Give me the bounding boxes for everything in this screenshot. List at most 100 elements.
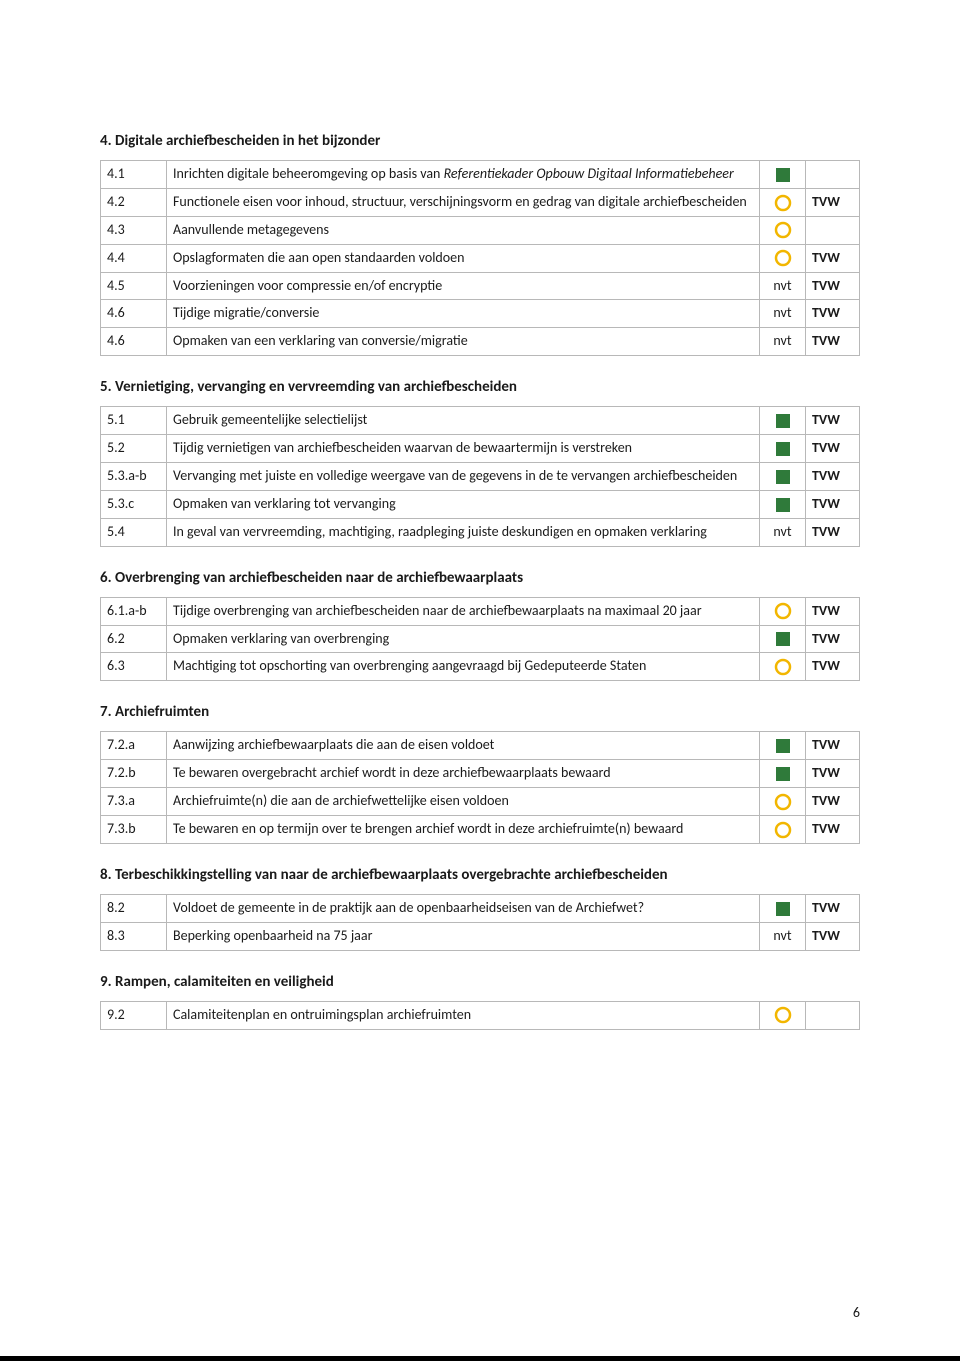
row-description: Tijdige overbrenging van archiefbescheid…: [167, 597, 760, 625]
status-green-square-icon: [775, 167, 791, 183]
row-description: Aanvullende metagegevens: [167, 216, 760, 244]
row-number: 4.4: [101, 244, 167, 272]
status-nvt-text: nvt: [773, 277, 791, 294]
table-row: 4.2Functionele eisen voor inhoud, struct…: [101, 188, 860, 216]
status-yellow-circle-icon: [774, 249, 792, 267]
table-row: 7.2.bTe bewaren overgebracht archief wor…: [101, 760, 860, 788]
audit-table: 8.2Voldoet de gemeente in de praktijk aa…: [100, 894, 860, 951]
row-label: TVW: [806, 435, 860, 463]
row-description: Functionele eisen voor inhoud, structuur…: [167, 188, 760, 216]
row-status: [760, 597, 806, 625]
status-green-square-icon: [775, 631, 791, 647]
row-label: TVW: [806, 788, 860, 816]
audit-table: 6.1.a-bTijdige overbrenging van archiefb…: [100, 597, 860, 682]
row-label: TVW: [806, 816, 860, 844]
row-status: [760, 1001, 806, 1029]
row-label: TVW: [806, 300, 860, 328]
section-title: 9. Rampen, calamiteiten en veiligheid: [100, 973, 860, 991]
table-row: 5.4In geval van vervreemding, machtiging…: [101, 518, 860, 546]
status-nvt-text: nvt: [773, 332, 791, 349]
status-green-square-icon: [775, 413, 791, 429]
row-label: TVW: [806, 922, 860, 950]
row-label: TVW: [806, 625, 860, 653]
row-label: TVW: [806, 188, 860, 216]
row-number: 5.3.a-b: [101, 463, 167, 491]
row-description: Te bewaren en op termijn over te brengen…: [167, 816, 760, 844]
row-status: nvt: [760, 300, 806, 328]
status-yellow-circle-icon: [774, 602, 792, 620]
row-status: [760, 435, 806, 463]
row-description: Inrichten digitale beheeromgeving op bas…: [167, 161, 760, 189]
table-row: 8.2Voldoet de gemeente in de praktijk aa…: [101, 894, 860, 922]
row-status: [760, 894, 806, 922]
row-label: [806, 216, 860, 244]
status-green-square-icon: [775, 441, 791, 457]
row-description: Gebruik gemeentelijke selectielijst: [167, 407, 760, 435]
row-label: TVW: [806, 463, 860, 491]
row-description: Tijdige migratie/conversie: [167, 300, 760, 328]
row-description: Archiefruimte(n) die aan de archiefwette…: [167, 788, 760, 816]
row-number: 7.2.b: [101, 760, 167, 788]
table-row: 5.2Tijdig vernietigen van archiefbeschei…: [101, 435, 860, 463]
section-title: 7. Archiefruimten: [100, 703, 860, 721]
row-label: TVW: [806, 407, 860, 435]
table-row: 4.4Opslagformaten die aan open standaard…: [101, 244, 860, 272]
row-status: [760, 788, 806, 816]
row-label: TVW: [806, 760, 860, 788]
status-green-square-icon: [775, 901, 791, 917]
status-yellow-circle-icon: [774, 793, 792, 811]
audit-table: 5.1Gebruik gemeentelijke selectielijst TV…: [100, 406, 860, 546]
row-status: [760, 407, 806, 435]
status-yellow-circle-icon: [774, 1006, 792, 1024]
row-number: 5.1: [101, 407, 167, 435]
status-yellow-circle-icon: [774, 658, 792, 676]
row-number: 6.3: [101, 653, 167, 681]
row-label: TVW: [806, 597, 860, 625]
table-row: 4.6Tijdige migratie/conversienvtTVW: [101, 300, 860, 328]
row-description: Voldoet de gemeente in de praktijk aan d…: [167, 894, 760, 922]
audit-table: 4.1Inrichten digitale beheeromgeving op …: [100, 160, 860, 356]
row-status: [760, 732, 806, 760]
row-description: Aanwijzing archiefbewaarplaats die aan d…: [167, 732, 760, 760]
audit-table: 9.2Calamiteitenplan en ontruimingsplan a…: [100, 1001, 860, 1030]
row-status: nvt: [760, 518, 806, 546]
table-row: 8.3Beperking openbaarheid na 75 jaarnvtT…: [101, 922, 860, 950]
row-number: 9.2: [101, 1001, 167, 1029]
section-title: 4. Digitale archiefbescheiden in het bij…: [100, 132, 860, 150]
row-status: [760, 760, 806, 788]
row-label: TVW: [806, 732, 860, 760]
row-number: 4.5: [101, 272, 167, 300]
row-number: 5.4: [101, 518, 167, 546]
sections-container: 4. Digitale archiefbescheiden in het bij…: [100, 132, 860, 1030]
row-number: 4.6: [101, 328, 167, 356]
status-yellow-circle-icon: [774, 821, 792, 839]
row-number: 7.2.a: [101, 732, 167, 760]
table-row: 5.3.cOpmaken van verklaring tot vervangi…: [101, 490, 860, 518]
row-description: Opmaken van verklaring tot vervanging: [167, 490, 760, 518]
row-status: nvt: [760, 328, 806, 356]
row-status: nvt: [760, 922, 806, 950]
row-number: 8.3: [101, 922, 167, 950]
row-description: Beperking openbaarheid na 75 jaar: [167, 922, 760, 950]
row-status: [760, 216, 806, 244]
row-description: Opmaken verklaring van overbrenging: [167, 625, 760, 653]
row-description: Opmaken van een verklaring van conversie…: [167, 328, 760, 356]
row-description: Vervanging met juiste en volledige weerg…: [167, 463, 760, 491]
row-number: 5.2: [101, 435, 167, 463]
table-row: 7.3.bTe bewaren en op termijn over te br…: [101, 816, 860, 844]
row-label: [806, 161, 860, 189]
audit-table: 7.2.aAanwijzing archiefbewaarplaats die …: [100, 731, 860, 844]
row-number: 4.1: [101, 161, 167, 189]
row-number: 7.3.a: [101, 788, 167, 816]
document-page: 4. Digitale archiefbescheiden in het bij…: [0, 0, 960, 1361]
row-label: TVW: [806, 244, 860, 272]
row-status: [760, 188, 806, 216]
row-status: [760, 653, 806, 681]
row-description: Tijdig vernietigen van archiefbescheiden…: [167, 435, 760, 463]
table-row: 4.6Opmaken van een verklaring van conver…: [101, 328, 860, 356]
row-status: [760, 490, 806, 518]
table-row: 6.1.a-bTijdige overbrenging van archiefb…: [101, 597, 860, 625]
row-number: 8.2: [101, 894, 167, 922]
table-row: 6.2Opmaken verklaring van overbrengingTV…: [101, 625, 860, 653]
row-number: 5.3.c: [101, 490, 167, 518]
